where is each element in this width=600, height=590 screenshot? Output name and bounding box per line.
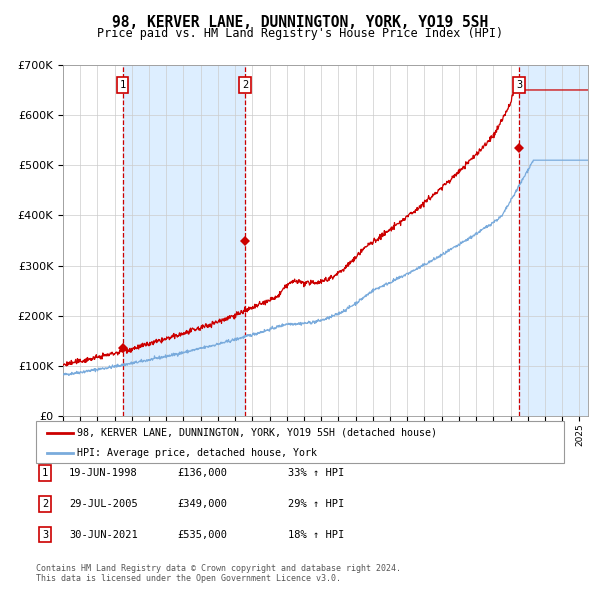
Text: £535,000: £535,000 (177, 530, 227, 539)
Text: 98, KERVER LANE, DUNNINGTON, YORK, YO19 5SH (detached house): 98, KERVER LANE, DUNNINGTON, YORK, YO19 … (77, 428, 437, 438)
Text: 29% ↑ HPI: 29% ↑ HPI (288, 499, 344, 509)
Text: 3: 3 (42, 530, 48, 539)
Text: 19-JUN-1998: 19-JUN-1998 (69, 468, 138, 478)
Text: 1: 1 (119, 80, 126, 90)
Bar (123, 65, 245, 416)
Text: £349,000: £349,000 (177, 499, 227, 509)
Bar (519, 65, 588, 416)
Text: 1: 1 (42, 468, 48, 478)
Text: 29-JUL-2005: 29-JUL-2005 (69, 499, 138, 509)
Text: 33% ↑ HPI: 33% ↑ HPI (288, 468, 344, 478)
Text: HPI: Average price, detached house, York: HPI: Average price, detached house, York (77, 448, 317, 457)
Text: 3: 3 (516, 80, 522, 90)
Text: 30-JUN-2021: 30-JUN-2021 (69, 530, 138, 539)
Text: Contains HM Land Registry data © Crown copyright and database right 2024.
This d: Contains HM Land Registry data © Crown c… (36, 563, 401, 583)
Text: £136,000: £136,000 (177, 468, 227, 478)
Text: 18% ↑ HPI: 18% ↑ HPI (288, 530, 344, 539)
Text: 2: 2 (42, 499, 48, 509)
Text: 2: 2 (242, 80, 248, 90)
Text: 98, KERVER LANE, DUNNINGTON, YORK, YO19 5SH: 98, KERVER LANE, DUNNINGTON, YORK, YO19 … (112, 15, 488, 30)
Text: Price paid vs. HM Land Registry's House Price Index (HPI): Price paid vs. HM Land Registry's House … (97, 27, 503, 40)
